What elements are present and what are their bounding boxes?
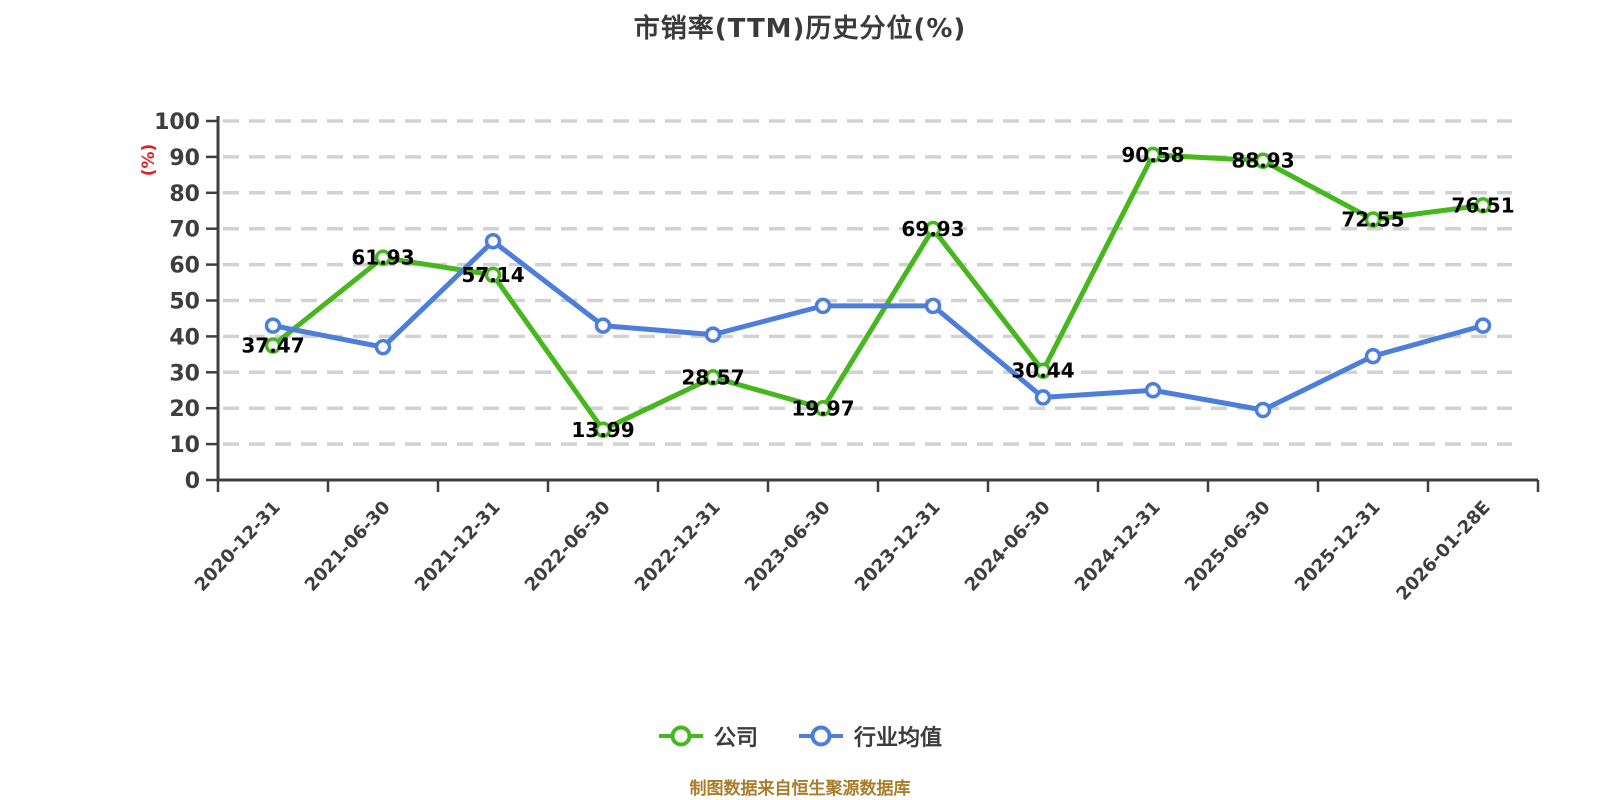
y-axis-tick-label: 90 (169, 146, 200, 171)
chart-title: 市销率(TTM)历史分位(%) (633, 14, 967, 44)
y-axis-tick-label: 80 (169, 182, 200, 207)
data-point-industry-average[interactable] (1364, 347, 1382, 365)
data-point-industry-average[interactable] (1144, 382, 1162, 399)
legend: 公司 行业均值 (0, 720, 1600, 752)
y-axis-tick-label: 40 (169, 325, 200, 350)
value-label: 76.51 (1451, 193, 1514, 217)
value-label: 72.55 (1341, 208, 1404, 232)
data-point-industry-average[interactable] (1034, 389, 1052, 406)
data-point-industry-average[interactable] (264, 317, 282, 334)
y-axis-tick-label: 70 (169, 218, 200, 243)
y-axis-tick-label: 100 (154, 110, 200, 135)
legend-item-industry-average[interactable]: 行业均值 (798, 720, 942, 752)
x-axis-label: 2024-12-31 (1071, 497, 1165, 596)
x-axis-label: 2023-06-30 (741, 497, 835, 596)
data-point-company[interactable] (1364, 211, 1382, 228)
y-axis-tick-label: 0 (185, 469, 200, 494)
value-label: 28.57 (681, 365, 744, 389)
y-axis-tick-label: 20 (169, 397, 200, 422)
series-line-company (270, 152, 1486, 433)
x-axis-label: 2025-12-31 (1291, 497, 1385, 596)
data-point-company[interactable] (1144, 146, 1162, 164)
value-label: 90.58 (1121, 143, 1184, 167)
x-axis-label: 2022-06-30 (521, 497, 615, 596)
data-point-industry-average[interactable] (1254, 401, 1272, 419)
value-label: 37.47 (241, 333, 304, 357)
y-axis-name: (%) (139, 144, 159, 177)
data-point-company[interactable] (814, 400, 832, 417)
data-point-industry-average[interactable] (484, 233, 502, 250)
x-axis-label: 2020-12-31 (191, 497, 285, 596)
value-label: 19.97 (791, 396, 854, 420)
data-point-company[interactable] (1034, 362, 1052, 379)
data-point-industry-average[interactable] (814, 297, 832, 315)
legend-label: 公司 (713, 726, 758, 751)
x-axis-label: 2023-12-31 (851, 497, 945, 596)
x-axis-label: 2022-12-31 (631, 497, 725, 596)
data-point-company[interactable] (1254, 152, 1272, 169)
x-axis-label: 2026-01-28E (1392, 497, 1494, 605)
value-label: 61.93 (351, 246, 414, 270)
y-axis-tick-label: 60 (169, 254, 200, 279)
data-point-company[interactable] (484, 266, 502, 284)
y-axis-tick-label: 50 (169, 290, 200, 315)
x-axis-label: 2021-12-31 (411, 497, 505, 596)
value-label: 57.14 (461, 263, 524, 287)
value-label: 88.93 (1231, 149, 1294, 173)
x-axis-label: 2021-06-30 (301, 497, 395, 596)
legend-label: 行业均值 (854, 726, 943, 751)
data-point-industry-average[interactable] (1474, 317, 1492, 334)
data-point-industry-average[interactable] (704, 326, 722, 343)
legend-marker-industry-average (799, 725, 843, 747)
y-axis-tick-label: 10 (169, 433, 200, 458)
legend-item-company[interactable]: 公司 (658, 720, 758, 752)
data-point-company[interactable] (594, 421, 612, 439)
value-label: 30.44 (1011, 359, 1074, 383)
data-point-industry-average[interactable] (374, 338, 392, 356)
y-axis-tick-label: 30 (169, 361, 200, 386)
data-source-note: 制图数据来自恒生聚源数据库 (689, 779, 911, 799)
data-point-company[interactable] (704, 369, 722, 386)
value-label: 69.93 (901, 217, 964, 241)
data-point-industry-average[interactable] (594, 317, 612, 334)
x-axis-label: 2025-06-30 (1181, 497, 1275, 596)
data-point-company[interactable] (1474, 197, 1492, 214)
x-axis-label: 2024-06-30 (961, 497, 1055, 596)
legend-marker-company (658, 725, 703, 747)
data-point-industry-average[interactable] (924, 297, 942, 315)
data-point-company[interactable] (264, 337, 282, 354)
value-label: 13.99 (571, 418, 634, 442)
data-point-company[interactable] (374, 249, 392, 266)
data-point-company[interactable] (924, 220, 942, 238)
series-line-industry-average (270, 238, 1486, 413)
